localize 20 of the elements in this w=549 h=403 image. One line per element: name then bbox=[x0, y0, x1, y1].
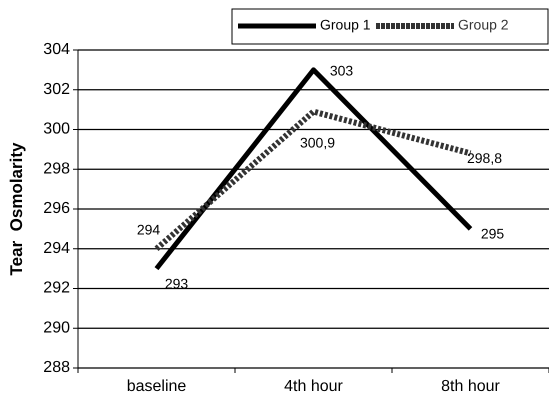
y-tick-label: 292 bbox=[43, 280, 70, 297]
y-tick-label: 300 bbox=[43, 120, 70, 138]
text: Group 1 bbox=[320, 16, 371, 33]
y-tick-label: 288 bbox=[43, 359, 70, 376]
x-tick-label: baseline bbox=[126, 378, 186, 395]
y-tick-label: 290 bbox=[43, 319, 70, 336]
y-tick-label: 294 bbox=[43, 240, 70, 257]
data-label: 294 bbox=[136, 221, 160, 238]
data-label: 300,9 bbox=[300, 134, 336, 150]
data-label: 298,8 bbox=[466, 150, 502, 166]
y-tick-label: 304 bbox=[43, 41, 70, 58]
y-axis-title: Tear Osmolarity bbox=[7, 142, 26, 276]
x-tick-label: 4th hour bbox=[284, 378, 344, 395]
data-label: 295 bbox=[480, 226, 504, 242]
text: Group 2 bbox=[458, 16, 509, 33]
x-tick-label: 8th hour bbox=[441, 378, 501, 395]
data-label: 303 bbox=[330, 62, 354, 79]
y-tick-label: 302 bbox=[43, 80, 70, 98]
y-tick-label: 296 bbox=[43, 200, 70, 218]
y-tick-label: 298 bbox=[43, 160, 70, 178]
